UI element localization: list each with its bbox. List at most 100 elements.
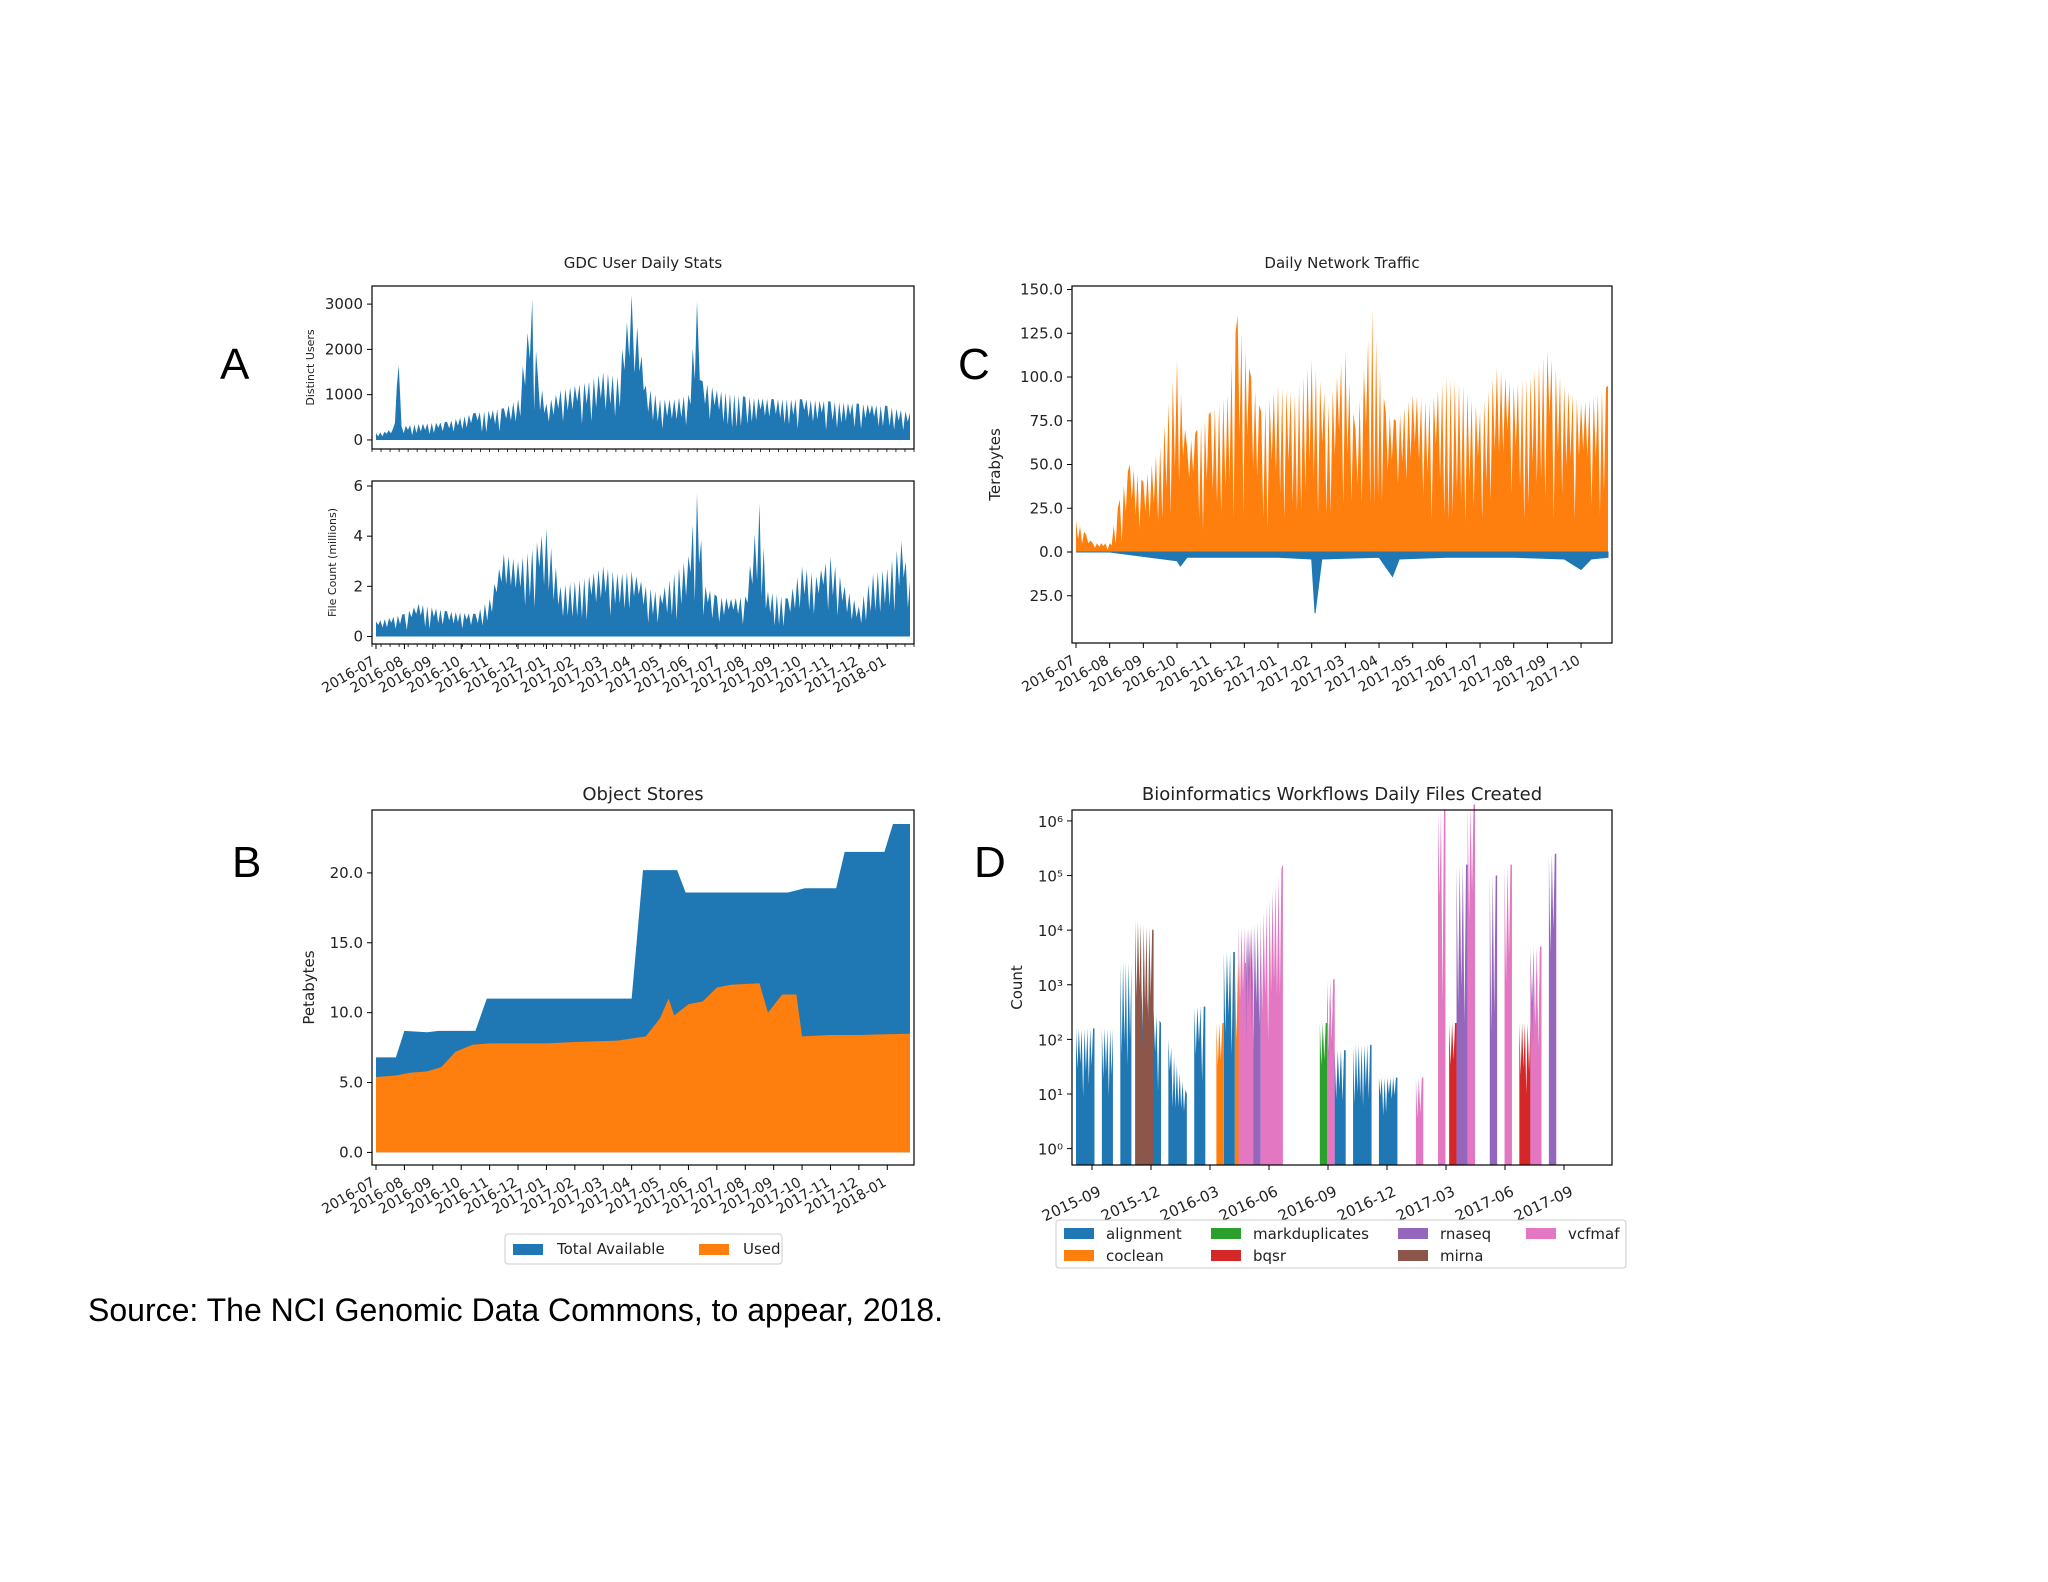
chart-d-area-coclean [1216, 1023, 1224, 1165]
chart-d-area-vcfmaf [1415, 1077, 1424, 1165]
chart-d-area-vcfmaf [1438, 810, 1446, 1165]
chart-d-ylabel: Count [1008, 965, 1026, 1010]
chart-d-legend-label: coclean [1106, 1247, 1164, 1265]
chart-d-area-rnaseq [1489, 875, 1498, 1165]
chart-c-ytick-label: 25.0 [1030, 587, 1063, 605]
chart-d-xtick-label: 2015-09 [1039, 1182, 1103, 1225]
chart-d-xtick-label: 2016-09 [1275, 1182, 1339, 1225]
chart-d-xtick-label: 2017-09 [1511, 1182, 1575, 1225]
chart-d-xtick-label: 2016-12 [1334, 1182, 1398, 1225]
chart-c-area-outbound [1076, 310, 1608, 552]
chart-a-title: GDC User Daily Stats [564, 254, 723, 272]
chart-d-legend-label: rnaseq [1440, 1225, 1491, 1243]
chart-d-area-markduplicates [1319, 1023, 1328, 1165]
chart-c-ytick-label: 25.0 [1030, 499, 1063, 517]
chart-b-frame [371, 809, 915, 1166]
chart-d-ytick-label: 10⁵ [1038, 868, 1063, 886]
chart-d-legend-label: alignment [1106, 1225, 1182, 1243]
chart-c-ytick-label: 100.0 [1020, 368, 1063, 386]
chart-b-ytick-label: 5.0 [339, 1074, 363, 1092]
chart-d-area-bqsr [1519, 1023, 1531, 1165]
chart-b-title: Object Stores [582, 784, 703, 805]
chart-d-title: Bioinformatics Workflows Daily Files Cre… [1142, 784, 1542, 805]
chart-d-ytick-label: 10² [1038, 1031, 1063, 1049]
chart-a-ylabel-1: Distinct Users [304, 329, 317, 406]
chart-d-legend-swatch [1526, 1228, 1556, 1239]
chart-d-legend-label: vcfmaf [1568, 1225, 1620, 1243]
chart-d-area-vcfmaf [1260, 864, 1283, 1165]
chart-d-area-mirna [1135, 919, 1154, 1165]
chart-d-legend-swatch [1211, 1228, 1241, 1239]
chart-b-legend-swatch [513, 1244, 543, 1255]
chart-b-ylabel: Petabytes [300, 950, 318, 1024]
chart-d-area-vcfmaf [1504, 864, 1512, 1165]
chart-d-xtick-label: 2016-06 [1216, 1182, 1280, 1225]
chart-d-area-alignment [1120, 962, 1132, 1165]
chart-d-xtick-label: 2016-03 [1157, 1182, 1221, 1225]
chart-d-ytick-label: 10⁴ [1038, 922, 1063, 940]
chart-d-ytick-label: 10⁶ [1038, 813, 1063, 831]
chart-d-legend-swatch [1211, 1250, 1241, 1261]
chart-d-area-vcfmaf [1530, 946, 1542, 1165]
chart-a1-ytick-label: 2000 [325, 340, 363, 358]
chart-d-area-alignment [1194, 1006, 1206, 1165]
chart-a1-ytick-label: 0 [353, 431, 363, 449]
chart-d-area-vcfmaf [1327, 979, 1335, 1165]
chart-b-legend-swatch [699, 1244, 729, 1255]
panel-label-a: A [220, 340, 250, 389]
chart-a-area-1 [376, 295, 910, 440]
chart-d-xtick-label: 2017-06 [1452, 1182, 1516, 1225]
chart-b-legend-label: Used [743, 1240, 781, 1258]
chart-d-area-alignment [1334, 1050, 1346, 1165]
chart-b-ytick-label: 20.0 [330, 864, 363, 882]
chart-d-area-bqsr [1449, 1023, 1457, 1165]
chart-d-ytick-label: 10¹ [1038, 1086, 1063, 1104]
chart-d-area-vcfmaf [1238, 924, 1254, 1165]
chart-b-area-used [376, 983, 910, 1153]
chart-d-xtick-label: 2015-12 [1098, 1182, 1162, 1225]
chart-a2-ytick-label: 0 [353, 627, 363, 645]
chart-d-area-alignment [1101, 1028, 1113, 1165]
chart-a-area-2 [376, 493, 910, 637]
chart-d-legend-box [1055, 1219, 1627, 1269]
chart-b-ytick-label: 15.0 [330, 934, 363, 952]
chart-c-ytick-label: 150.0 [1020, 281, 1063, 299]
chart-d-legend-swatch [1398, 1250, 1428, 1261]
chart-d-legend-swatch [1398, 1228, 1428, 1239]
chart-d-area-rnaseq [1456, 864, 1468, 1165]
chart-d-area-vcfmaf [1467, 804, 1475, 1165]
panel-label-d: D [974, 838, 1006, 887]
chart-d-legend-label: mirna [1440, 1247, 1483, 1265]
chart-d-xtick-label: 2017-03 [1393, 1182, 1457, 1225]
chart-d-area-alignment [1168, 1039, 1187, 1165]
chart-c-title: Daily Network Traffic [1264, 254, 1419, 272]
chart-d-legend-swatch [1064, 1250, 1094, 1261]
chart-b-legend-box [504, 1233, 783, 1265]
chart-a2-ytick-label: 6 [353, 477, 363, 495]
chart-a2-ytick-label: 2 [353, 577, 363, 595]
chart-d-area-alignment [1353, 1044, 1372, 1165]
panel-label-b: B [232, 838, 262, 887]
chart-d-area-alignment [1223, 952, 1235, 1165]
panel-label-c: C [958, 340, 990, 389]
chart-a-ylabel-2: File Count (millions) [326, 508, 339, 617]
chart-a1-ytick-label: 1000 [325, 386, 363, 404]
source-caption: Source: The NCI Genomic Data Commons, to… [88, 1292, 943, 1328]
chart-d-frame [1071, 809, 1613, 1166]
chart-a1-ytick-label: 3000 [325, 295, 363, 313]
chart-b-ytick-label: 0.0 [339, 1143, 363, 1161]
chart-d-area-alignment [1378, 1077, 1398, 1165]
chart-c-ylabel: Terabytes [986, 428, 1004, 502]
chart-c-ytick-label: 50.0 [1030, 456, 1063, 474]
chart-d-area-alignment [1076, 1028, 1095, 1165]
chart-a2-ytick-label: 4 [353, 527, 363, 545]
chart-c-ytick-label: 75.0 [1030, 412, 1063, 430]
chart-d-legend-swatch [1064, 1228, 1094, 1239]
chart-d-ytick-label: 10⁰ [1038, 1141, 1063, 1159]
chart-c-area-inbound [1076, 551, 1609, 614]
chart-c-ytick-label: 125.0 [1020, 324, 1063, 342]
chart-d-legend-label: bqsr [1253, 1247, 1287, 1265]
chart-b-legend-label: Total Available [556, 1240, 665, 1258]
chart-d-area-rnaseq [1548, 853, 1557, 1165]
